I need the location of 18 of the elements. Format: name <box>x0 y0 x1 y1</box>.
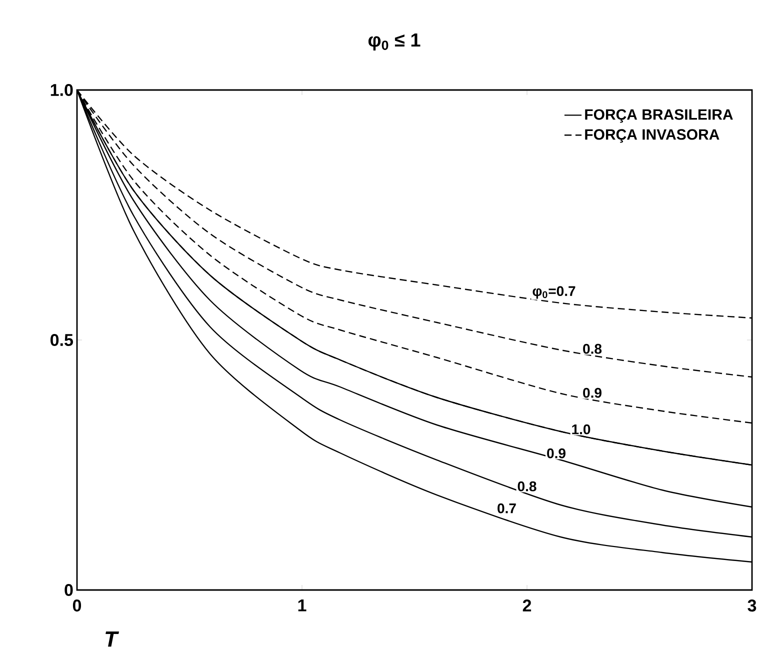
y-tick-label: 0.5 <box>50 334 73 346</box>
x-tick-label: 0 <box>72 600 82 612</box>
y-tick-label: 1.0 <box>50 84 73 96</box>
chart-title: φ$_{0}$ ≤ 1 <box>368 33 420 50</box>
annotation: 0.9 <box>547 448 566 458</box>
annotation: 1.0 <box>572 424 590 434</box>
x-tick-label: 2 <box>522 600 532 612</box>
annotation: 0.8 <box>518 481 536 492</box>
legend-label: FORÇA BRASILEIRA <box>585 109 733 123</box>
x-axis-title: T <box>106 632 120 647</box>
y-tick-label: 0 <box>64 584 73 596</box>
annotation: 0.7 <box>498 503 516 514</box>
x-tick-label: 3 <box>748 600 756 612</box>
annotation: 0.9 <box>583 388 602 398</box>
x-tick-label: 1 <box>298 600 306 612</box>
annotation: 0.8 <box>583 344 602 354</box>
legend-label: FORÇA INVASORA <box>585 129 720 143</box>
annotation: φ$_{0}$=0.7 <box>532 286 576 299</box>
